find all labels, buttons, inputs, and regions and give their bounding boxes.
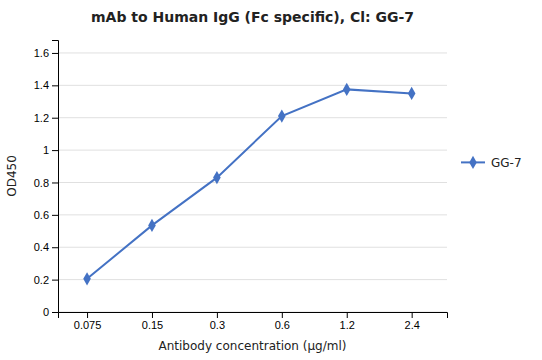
legend: GG-7	[461, 156, 522, 170]
tick-mark	[52, 182, 58, 183]
grid-line	[58, 247, 447, 248]
tick-label: 0.6	[34, 209, 49, 221]
tick: 0.075	[74, 312, 102, 331]
tick-mark	[282, 312, 283, 318]
tick-mark	[52, 118, 58, 119]
tick-mark	[52, 85, 58, 86]
tick-label: 1.2	[340, 319, 355, 331]
tick-label: 0.4	[34, 241, 49, 253]
tick-mark	[52, 215, 58, 216]
grid	[58, 53, 447, 312]
tick-mark	[217, 312, 218, 318]
tick-mark	[52, 280, 58, 281]
point	[148, 219, 156, 232]
tick-label: 0.075	[74, 319, 102, 331]
line	[87, 89, 412, 278]
tick: 0.6	[34, 209, 58, 221]
x-axis-title: Antibody concentration (μg/ml)	[159, 339, 347, 353]
tick-label: 0.8	[34, 176, 49, 188]
legend-label: GG-7	[491, 156, 522, 170]
tick: 0	[43, 306, 58, 318]
tick: 0.15	[142, 312, 163, 331]
marks	[83, 83, 415, 286]
tick-mark	[52, 53, 58, 54]
chart: 0.075 0.15 0.3 0.6 1.2 2.4 0 0.2 0.4 0.6 0.8 1 1.2 1.…	[0, 0, 542, 360]
tick-label: 0	[43, 306, 49, 318]
grid-line	[58, 85, 447, 86]
tick: 0.2	[34, 274, 58, 286]
axis-line	[52, 41, 59, 313]
tick-label: 0.2	[34, 274, 49, 286]
tick: 1	[43, 144, 58, 156]
y-axis: 0 0.2 0.4 0.6 0.8 1 1.2 1.4 1.6	[34, 41, 59, 319]
tick-label: 1	[43, 144, 49, 156]
tick: 1.2	[34, 112, 58, 124]
point	[408, 87, 416, 100]
grid-line	[58, 117, 447, 118]
y-axis-title: OD450	[5, 155, 19, 197]
grid-line	[58, 182, 447, 183]
tick: 1.2	[340, 312, 355, 331]
x-axis: 0.075 0.15 0.3 0.6 1.2 2.4	[59, 312, 448, 331]
tick: 0.6	[275, 312, 290, 331]
axis-line	[59, 313, 448, 319]
tick: 0.3	[210, 312, 225, 331]
title: mAb to Human IgG (Fc specific), Cl: GG-7	[91, 9, 414, 25]
point	[213, 171, 221, 184]
tick-label: 0.6	[275, 319, 290, 331]
tick-label: 1.2	[34, 112, 49, 124]
tick-label: 1.4	[34, 79, 49, 91]
tick-mark	[412, 312, 413, 318]
grid-line	[58, 214, 447, 215]
grid-line	[58, 150, 447, 151]
tick-label: 1.6	[34, 47, 49, 59]
tick: 2.4	[405, 312, 420, 331]
tick-mark	[347, 312, 348, 318]
tick-mark	[152, 312, 153, 318]
tick-mark	[52, 312, 58, 313]
point	[343, 83, 351, 96]
legend-item: GG-7	[461, 156, 522, 170]
tick-mark	[52, 247, 58, 248]
tick-label: 0.3	[210, 319, 225, 331]
tick: 0.8	[34, 176, 58, 188]
tick-mark	[52, 150, 58, 151]
grid-line	[58, 279, 447, 280]
tick-label: 2.4	[405, 319, 420, 331]
tick: 1.6	[34, 47, 58, 59]
plot: 0.075 0.15 0.3 0.6 1.2 2.4 0 0.2 0.4 0.6 0.8 1 1.2 1.…	[34, 41, 448, 331]
point	[83, 272, 91, 285]
tick: 1.4	[34, 79, 58, 91]
point	[278, 110, 286, 123]
tick: 0.4	[34, 241, 58, 253]
tick-mark	[87, 312, 88, 318]
legend-marker	[469, 156, 477, 169]
grid-line	[58, 52, 447, 53]
tick-label: 0.15	[142, 319, 163, 331]
